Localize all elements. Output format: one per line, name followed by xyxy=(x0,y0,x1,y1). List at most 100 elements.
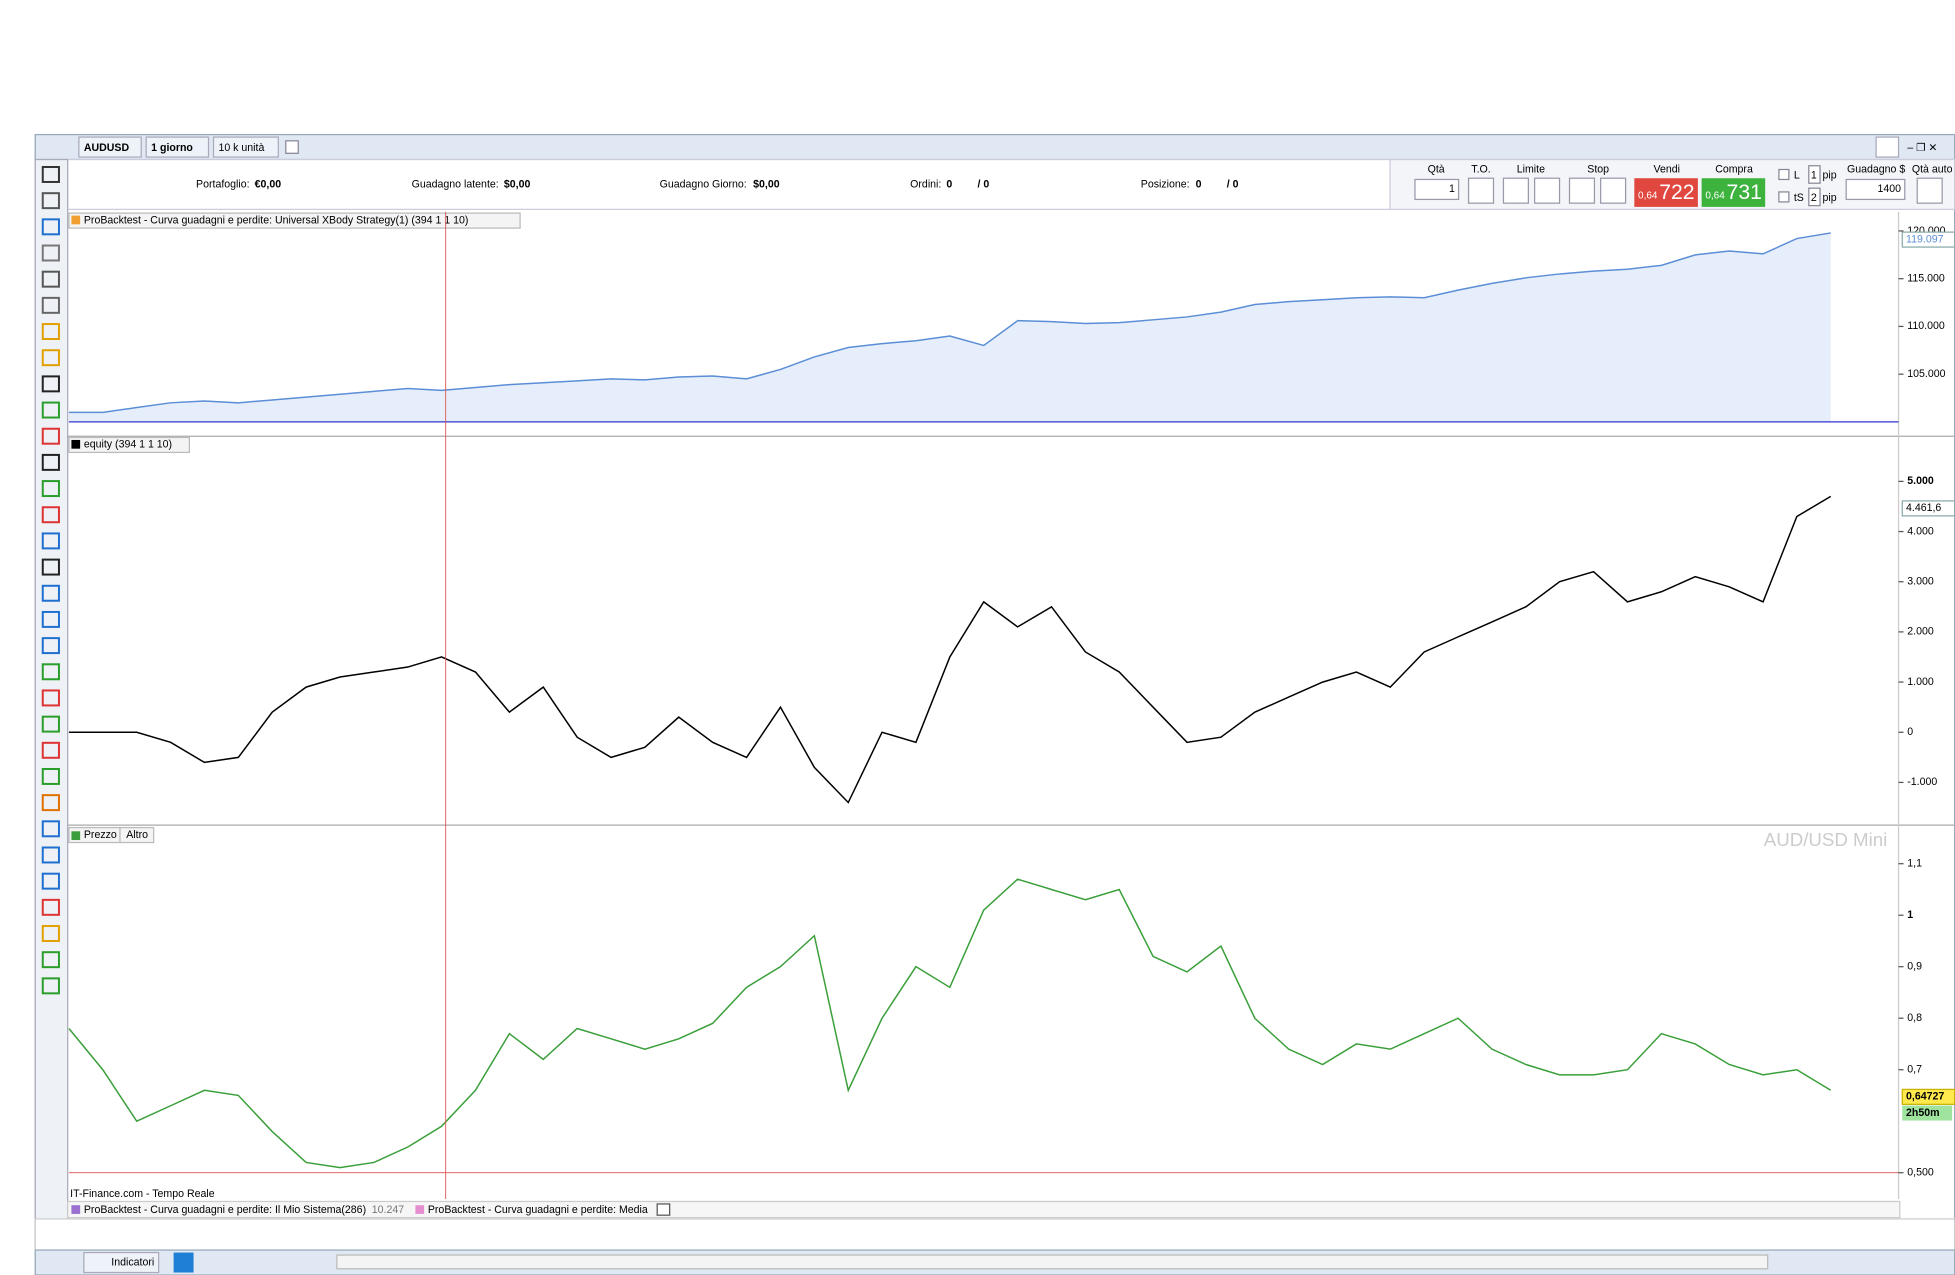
l-label: L xyxy=(1794,170,1800,182)
y-tick-label: 0 xyxy=(1907,726,1913,738)
y-tick-label: -1.000 xyxy=(1907,776,1937,788)
account-label: Guadagno Giorno: xyxy=(660,178,747,190)
tool-icon[interactable] xyxy=(41,192,60,210)
timeframe-select[interactable] xyxy=(145,136,210,158)
limit-sell-button[interactable] xyxy=(1533,177,1561,204)
to-button[interactable] xyxy=(1467,177,1495,204)
y-tick-label: 105.000 xyxy=(1907,368,1945,380)
pip-ts-input[interactable] xyxy=(1808,187,1821,207)
pip-l-input[interactable] xyxy=(1808,165,1821,184)
countdown-tag xyxy=(1902,1105,1953,1121)
scrollbar[interactable] xyxy=(336,1254,1769,1270)
position-label: Posizione: xyxy=(1141,178,1190,190)
buy-button[interactable] xyxy=(1701,178,1766,207)
tool-icon[interactable] xyxy=(41,663,60,681)
tool-icon[interactable] xyxy=(41,872,60,890)
auto-label: Qtà auto xyxy=(1912,163,1953,175)
tool-icon[interactable] xyxy=(41,767,60,785)
refresh-button[interactable] xyxy=(1875,136,1900,158)
ts-checkbox[interactable] xyxy=(1778,191,1790,203)
ts-label: tS xyxy=(1794,192,1804,204)
window-controls[interactable]: – ❐ ✕ xyxy=(1907,142,1937,154)
orders-pending: / 0 xyxy=(978,178,990,190)
y-tick-label: 0,500 xyxy=(1907,1167,1934,1179)
tool-icon[interactable] xyxy=(41,689,60,707)
symbol-select[interactable] xyxy=(78,136,142,158)
panel-swatch xyxy=(71,831,81,841)
tool-icon[interactable] xyxy=(41,349,60,367)
tool-icon[interactable] xyxy=(41,427,60,445)
gain-input[interactable] xyxy=(1845,178,1906,201)
tool-icon[interactable] xyxy=(41,846,60,864)
stop-buy-button[interactable] xyxy=(1568,177,1596,204)
tool-icon[interactable] xyxy=(41,558,60,576)
tool-icon[interactable] xyxy=(41,506,60,524)
l-checkbox[interactable] xyxy=(1778,168,1790,181)
tool-icon[interactable] xyxy=(41,296,60,314)
indicators-button[interactable] xyxy=(83,1251,160,1274)
y-tick-label: 2.000 xyxy=(1907,626,1934,638)
last-value-label: 119.097 xyxy=(1906,233,1944,245)
tool-icon[interactable] xyxy=(41,610,60,628)
limit-buy-button[interactable] xyxy=(1502,177,1530,204)
toolbar xyxy=(34,133,1955,161)
tool-icon[interactable] xyxy=(41,375,60,393)
legend-swatch xyxy=(415,1205,425,1214)
panel-tab[interactable] xyxy=(119,826,155,844)
timeframe: 1 giorno xyxy=(151,142,193,154)
tool-icon[interactable] xyxy=(41,270,60,288)
tool-icon[interactable] xyxy=(41,244,60,262)
qty-label: Qtà xyxy=(1428,163,1445,175)
tool-icon[interactable] xyxy=(41,480,60,498)
tool-icon[interactable] xyxy=(41,741,60,759)
share-button[interactable] xyxy=(173,1252,194,1273)
tool-icon[interactable] xyxy=(41,898,60,916)
stop-sell-button[interactable] xyxy=(1600,177,1627,204)
tool-icon[interactable] xyxy=(41,532,60,550)
auto-button[interactable] xyxy=(1916,177,1943,204)
tool-icon[interactable] xyxy=(41,820,60,838)
watermark: AUD/USD Mini xyxy=(1764,829,1888,850)
tool-icons xyxy=(41,166,60,995)
account-value: $0,00 xyxy=(753,178,780,190)
sell-button[interactable] xyxy=(1634,178,1698,207)
tool-icon[interactable] xyxy=(41,323,60,340)
line xyxy=(68,878,1832,1169)
sell-prefix: 0,64 xyxy=(1638,190,1658,201)
tool-icon[interactable] xyxy=(41,637,60,655)
qty-input[interactable] xyxy=(1414,178,1460,201)
legend-1-value: 10.247 xyxy=(372,1204,404,1216)
symbol: AUDUSD xyxy=(84,142,130,154)
account-value: €0,00 xyxy=(255,178,282,190)
units-select[interactable] xyxy=(212,136,279,158)
tool-icon[interactable] xyxy=(41,166,60,183)
detach-button[interactable] xyxy=(656,1203,671,1216)
source: IT-Finance.com - Tempo Reale xyxy=(70,1188,215,1200)
tool-icon[interactable] xyxy=(41,453,60,471)
qty: 1 xyxy=(1449,183,1455,195)
tool-icon[interactable] xyxy=(41,584,60,602)
tool-icon[interactable] xyxy=(41,977,60,995)
position-pending: / 0 xyxy=(1227,178,1239,190)
tool-icon[interactable] xyxy=(41,218,60,236)
tool-icon[interactable] xyxy=(41,401,60,419)
panel-title: ProBacktest - Curva guadagni e perdite: … xyxy=(84,214,469,226)
gain-label: Guadagno $ xyxy=(1847,163,1905,175)
countdown: 2h50m xyxy=(1906,1107,1940,1119)
account-label: Portafoglio: xyxy=(196,178,250,190)
pip-l: 1 xyxy=(1811,170,1817,182)
panel-tab-label: Prezzo xyxy=(84,829,117,841)
info-button[interactable] xyxy=(285,140,299,154)
account-label: Guadagno latente: xyxy=(412,178,499,190)
tool-icon[interactable] xyxy=(41,794,60,812)
y-tick-label: 1.000 xyxy=(1907,676,1934,688)
tool-icon[interactable] xyxy=(41,925,60,942)
panel-title-box xyxy=(68,212,521,229)
y-tick-label: 1 xyxy=(1907,909,1913,921)
y-tick-label: 1,1 xyxy=(1907,857,1922,869)
buy-prefix: 0,64 xyxy=(1705,190,1725,201)
last-value-label: 4.461,6 xyxy=(1906,502,1941,514)
tool-icon[interactable] xyxy=(41,715,60,733)
tool-icon[interactable] xyxy=(41,951,60,969)
